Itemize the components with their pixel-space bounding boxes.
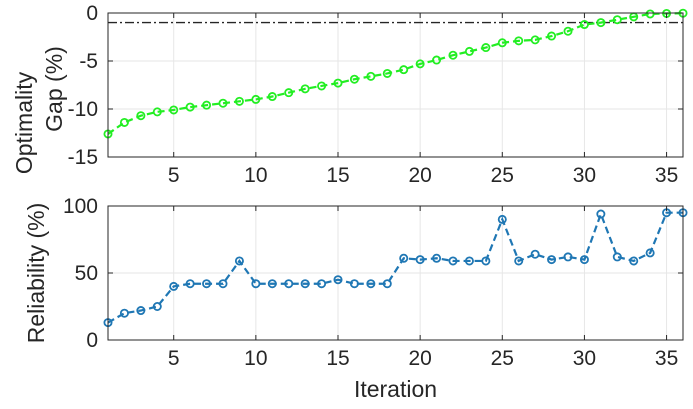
data-point (152, 301, 162, 311)
y-tick-label: 0 (86, 329, 98, 352)
data-point (366, 71, 376, 81)
data-point (300, 279, 310, 289)
data-point (629, 256, 639, 266)
y-tick-label: -5 (79, 50, 98, 73)
data-point (284, 279, 294, 289)
x-tick-label: 30 (573, 164, 596, 187)
x-tick-label: 30 (573, 347, 596, 370)
data-point (497, 38, 507, 48)
data-point (596, 209, 606, 219)
plot-frame (107, 12, 684, 158)
data-point (563, 26, 573, 36)
data-point (234, 256, 244, 266)
x-tick-label: 20 (408, 164, 431, 187)
data-point (432, 55, 442, 65)
data-point (547, 31, 557, 41)
x-tick-label: 15 (326, 164, 349, 187)
data-point (185, 102, 195, 112)
x-axis-title: Iteration (354, 376, 437, 402)
data-point (579, 255, 589, 265)
data-point (218, 98, 228, 108)
data-point (366, 279, 376, 289)
y-tick-label: 100 (63, 195, 98, 218)
data-point (645, 248, 655, 258)
x-tick-label: 5 (168, 347, 180, 370)
data-point (596, 18, 606, 28)
data-point (169, 105, 179, 115)
data-point (530, 249, 540, 259)
data-point (119, 117, 129, 127)
optimality-gap-panel: 5 10 15 20 25 30 35 0 -5 -10 -15 Optimality Gap (%) (11, 2, 688, 187)
data-point (267, 279, 277, 289)
data-point (432, 253, 442, 263)
data-point (317, 279, 327, 289)
data-point (415, 59, 425, 69)
x-tick-label: 15 (326, 347, 349, 370)
x-tick-label: 25 (491, 164, 514, 187)
y-axis-title-line: Gap (%) (41, 46, 67, 132)
data-point (202, 279, 212, 289)
y-axis-title: Reliability (%) (23, 203, 49, 344)
x-tick-label: 10 (244, 347, 267, 370)
data-point (267, 92, 277, 102)
series-line (107, 12, 684, 135)
series-line (107, 210, 683, 324)
data-point (612, 252, 622, 262)
data-point (202, 100, 212, 110)
data-point (547, 255, 557, 265)
x-tick-label: 10 (244, 164, 267, 187)
data-point (382, 68, 392, 78)
x-tick-label: 35 (655, 347, 678, 370)
data-point (152, 107, 162, 117)
y-tick-label: -15 (68, 146, 98, 169)
data-point (300, 84, 310, 94)
data-point (136, 306, 146, 316)
data-point (514, 36, 524, 46)
x-tick-label: 35 (655, 164, 678, 187)
data-point (399, 65, 409, 75)
data-point (563, 252, 573, 262)
data-point (284, 88, 294, 98)
y-tick-label: 50 (75, 262, 98, 285)
data-point (349, 279, 359, 289)
data-point (514, 256, 524, 266)
x-tick-label: 25 (491, 347, 514, 370)
data-point (185, 279, 195, 289)
y-axis-title-line: Optimality (11, 71, 37, 174)
x-tick-label: 20 (408, 347, 431, 370)
data-point (251, 279, 261, 289)
data-point (612, 15, 622, 25)
data-point (481, 256, 491, 266)
data-point (119, 308, 129, 318)
data-point (234, 96, 244, 106)
data-point (333, 275, 343, 285)
data-point (497, 214, 507, 224)
data-point (481, 43, 491, 53)
data-point (579, 20, 589, 30)
data-point (382, 279, 392, 289)
data-point (464, 256, 474, 266)
data-point (317, 81, 327, 91)
y-tick-label: 0 (86, 2, 98, 25)
data-point (464, 46, 474, 56)
data-point (415, 255, 425, 265)
x-tick-label: 5 (168, 164, 180, 187)
data-point (251, 94, 261, 104)
data-point (448, 256, 458, 266)
y-tick-label: -10 (68, 98, 98, 121)
data-point (333, 78, 343, 88)
data-point (349, 74, 359, 84)
data-point (136, 111, 146, 121)
data-point (645, 9, 655, 19)
data-point (399, 253, 409, 263)
reliability-panel: 5 10 15 20 25 30 35 0 50 100 Reliability (%) Iterat… (23, 195, 688, 402)
data-point (218, 279, 228, 289)
data-point (530, 35, 540, 45)
data-point (448, 50, 458, 60)
data-point (169, 281, 179, 291)
